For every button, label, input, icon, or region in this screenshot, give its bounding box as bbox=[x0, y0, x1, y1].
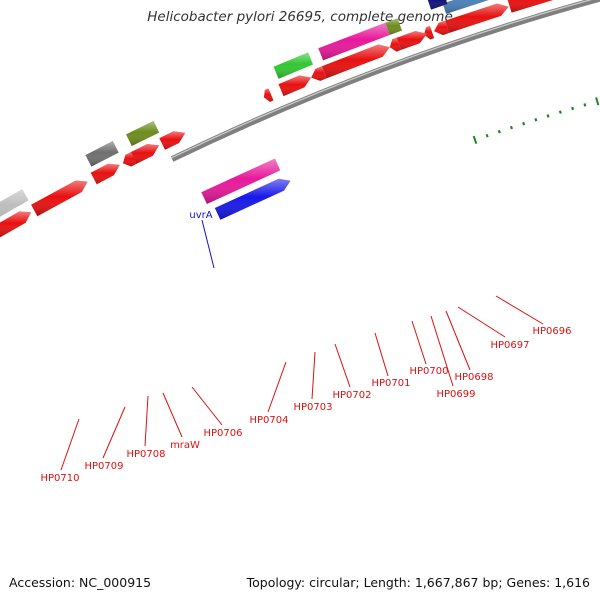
gene-label-hp0699[interactable]: HP0699 bbox=[437, 389, 476, 400]
gene-arrow-hp0702[interactable] bbox=[321, 44, 390, 79]
accession-text: Accession: NC_000915 bbox=[9, 575, 152, 590]
leader-hp0702 bbox=[334, 343, 351, 388]
gene-label-hp0702[interactable]: HP0702 bbox=[333, 390, 372, 401]
leader-hp0710 bbox=[60, 418, 80, 471]
gene-arrow-hp0698[interactable] bbox=[434, 20, 450, 36]
feature-track bbox=[0, 0, 565, 238]
leader-hp0706 bbox=[191, 386, 223, 426]
genome-summary: Topology: circular; Length: 1,667,867 bp… bbox=[246, 575, 590, 590]
gene-arrow-hp0706[interactable] bbox=[159, 131, 186, 150]
gene-arrow-hp0697[interactable] bbox=[445, 3, 509, 33]
gene-label-hp0709[interactable]: HP0709 bbox=[85, 461, 124, 472]
olive-block-2[interactable] bbox=[126, 120, 160, 146]
map-title: Helicobacter pylori 26695, complete geno… bbox=[147, 9, 453, 25]
inner-minor-tick bbox=[485, 133, 489, 138]
leader-hp0708 bbox=[144, 395, 149, 447]
gray-block-1[interactable] bbox=[85, 141, 119, 167]
gene-arrow-hp0710[interactable] bbox=[0, 211, 32, 238]
gene-label-hp0697[interactable]: HP0697 bbox=[491, 340, 530, 351]
gene-arrow-hp0696[interactable] bbox=[507, 0, 565, 13]
label-leaders bbox=[60, 219, 544, 471]
gene-label-hp0704[interactable]: HP0704 bbox=[250, 415, 289, 426]
gene-label-hp0700[interactable]: HP0700 bbox=[410, 366, 449, 377]
gene-label-hp0698[interactable]: HP0698 bbox=[455, 372, 494, 383]
genome-backbone bbox=[170, 0, 600, 162]
gene-label-hp0708[interactable]: HP0708 bbox=[127, 449, 166, 460]
leader-hp0696 bbox=[495, 295, 544, 325]
gene-arrow-mraw[interactable] bbox=[130, 144, 160, 165]
navy-block-3[interactable] bbox=[427, 0, 448, 10]
gene-arrow-hp0701a[interactable] bbox=[389, 37, 402, 52]
leader-hp0709 bbox=[102, 406, 126, 459]
gene-label-mraw[interactable]: mraW bbox=[170, 440, 200, 451]
magenta-block-uvra[interactable] bbox=[201, 158, 281, 205]
inner-scale bbox=[472, 97, 600, 145]
leader-hp0699 bbox=[430, 315, 454, 387]
backbone-arc bbox=[170, 0, 600, 162]
lightgray-block-1[interactable] bbox=[0, 189, 29, 225]
leader-hp0703 bbox=[311, 351, 316, 400]
gene-arrow-hp0708[interactable] bbox=[122, 152, 137, 167]
gene-arrow-hp0710a[interactable] bbox=[31, 180, 88, 217]
magenta-block-1[interactable] bbox=[318, 22, 390, 61]
inner-minor-tick bbox=[571, 106, 575, 111]
inner-minor-tick bbox=[558, 110, 562, 114]
gene-arrow-hp0709[interactable] bbox=[90, 163, 120, 185]
inner-minor-tick bbox=[583, 103, 587, 107]
inner-major-tick bbox=[595, 97, 600, 106]
gene-arrow-hp0699[interactable] bbox=[424, 25, 435, 40]
inner-minor-tick bbox=[546, 114, 550, 118]
gene-label-hp0701[interactable]: HP0701 bbox=[372, 378, 411, 389]
backbone-highlight bbox=[171, 0, 593, 159]
rna-block-2[interactable] bbox=[442, 0, 508, 14]
inner-minor-tick bbox=[522, 121, 526, 126]
gene-arrow-hp0700[interactable] bbox=[396, 31, 427, 50]
gene-arrow-hp0703a[interactable] bbox=[311, 66, 327, 81]
gene-arrow-hp0704[interactable] bbox=[278, 75, 312, 97]
gene-arrow-hp0705[interactable] bbox=[263, 88, 274, 102]
leader-mraw bbox=[162, 392, 183, 438]
inner-minor-tick bbox=[509, 125, 513, 130]
leader-hp0704 bbox=[267, 361, 287, 413]
inner-minor-tick bbox=[497, 129, 501, 134]
gene-arrow-uvra[interactable] bbox=[214, 178, 291, 220]
olive-block-1[interactable] bbox=[385, 18, 402, 35]
inner-minor-tick bbox=[534, 117, 538, 122]
leader-hp0701 bbox=[374, 332, 389, 377]
gene-label-hp0703[interactable]: HP0703 bbox=[294, 402, 333, 413]
gene-label-hp0710[interactable]: HP0710 bbox=[41, 473, 80, 484]
green-block-1[interactable] bbox=[273, 52, 314, 79]
leader-uvra bbox=[201, 219, 215, 269]
gene-label-uvra[interactable]: uvrA bbox=[189, 210, 212, 221]
leader-hp0697 bbox=[457, 306, 506, 338]
leader-hp0700 bbox=[411, 320, 427, 365]
inner-major-tick bbox=[472, 135, 478, 145]
leader-hp0698 bbox=[445, 310, 471, 371]
gene-label-hp0706[interactable]: HP0706 bbox=[204, 428, 243, 439]
gene-label-hp0696[interactable]: HP0696 bbox=[533, 326, 572, 337]
